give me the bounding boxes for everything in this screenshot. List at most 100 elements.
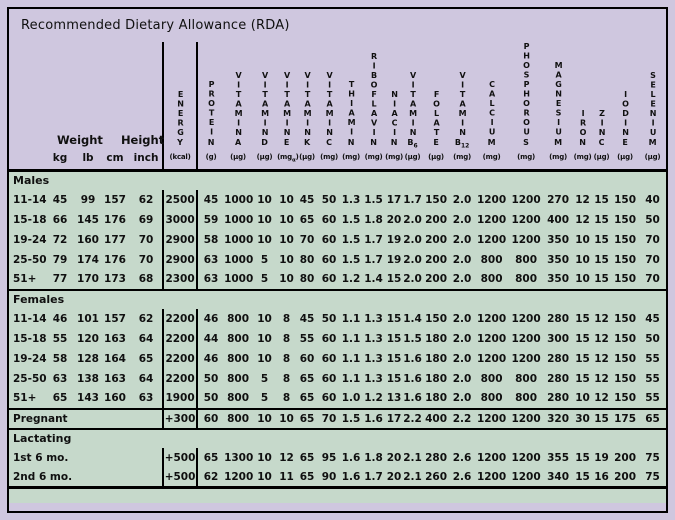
unit-riboflavin: (mg) bbox=[364, 152, 383, 161]
col-header-vitamin-b12: VITAMIN B12 bbox=[450, 42, 474, 150]
cell-lb: 143 bbox=[76, 388, 100, 409]
cell-iodine: 150 bbox=[611, 229, 640, 250]
cell-energy: 2900 bbox=[162, 229, 199, 250]
cell-lb: 170 bbox=[76, 269, 100, 290]
section-label: Lactating bbox=[9, 428, 666, 448]
cell-zinc: 12 bbox=[592, 368, 612, 389]
cell-folate: 200 bbox=[422, 269, 451, 290]
cell-vitamin-b6: 1.7 bbox=[403, 189, 423, 210]
cell-magnesium: 355 bbox=[543, 447, 574, 468]
cell-folate: 200 bbox=[422, 229, 451, 250]
cell-energy: 2300 bbox=[162, 269, 199, 290]
cell-iodine: 150 bbox=[611, 249, 640, 270]
cell-iodine: 200 bbox=[611, 447, 640, 468]
cell-vitamin-d: 10 bbox=[252, 229, 278, 250]
row-group: 25-50 bbox=[9, 368, 47, 389]
row-group: 25-50 bbox=[9, 249, 47, 270]
column-last-letter: M bbox=[554, 138, 563, 147]
cell-riboflavin: 1.6 bbox=[362, 408, 386, 429]
cell-vitamin-e: 8 bbox=[277, 388, 297, 409]
cell-riboflavin: 1.4 bbox=[362, 269, 386, 290]
column-letters: NIACI bbox=[390, 89, 400, 138]
cell-vitamin-k: 65 bbox=[296, 408, 319, 429]
col-header-vitamin-d: VITAMIN D bbox=[252, 42, 277, 148]
cell-protein: 65 bbox=[197, 447, 225, 468]
col-header-phosphorous: PHOSPHOROU S bbox=[509, 42, 543, 147]
cell-kg: 46 bbox=[44, 308, 76, 329]
cell-energy: +500 bbox=[162, 447, 199, 468]
col-header-vitamin-b6: VITAMIN B6 bbox=[403, 42, 422, 150]
cell-niacin: 17 bbox=[385, 408, 404, 429]
section-label-row: Lactating bbox=[9, 428, 666, 448]
column-letters: FOLAT bbox=[432, 89, 442, 138]
cell-vitamin-a: 1000 bbox=[224, 229, 253, 250]
cell-energy: 2200 bbox=[162, 368, 199, 389]
column-letters: ZIN bbox=[597, 108, 607, 138]
section-females: Females 11-14 46 101 157 62 2200 46 800 10 8 45 50 1.… bbox=[9, 289, 666, 409]
cell-selenium: 70 bbox=[639, 269, 666, 290]
cell-vitamin-c: 60 bbox=[318, 388, 341, 409]
table-row: 51+ 65 143 160 63 1900 50 800 5 8 65 60 1.0 1.2 13 1.6 1… bbox=[9, 388, 666, 409]
cell-iodine: 150 bbox=[611, 189, 640, 210]
cell-cm: 163 bbox=[100, 368, 130, 389]
cell-magnesium: 280 bbox=[543, 368, 574, 389]
cell-phosphorous: 1200 bbox=[509, 467, 544, 488]
cell-folate: 200 bbox=[422, 249, 451, 270]
column-letters: VITAMIN bbox=[282, 70, 292, 138]
cell-vitamin-e: 8 bbox=[277, 348, 297, 369]
cell-selenium: 45 bbox=[639, 308, 666, 329]
cell-vitamin-b6: 1.6 bbox=[403, 348, 423, 369]
table-row: 25-50 79 174 176 70 2900 63 1000 5 10 80 60 1.5 1.7 19… bbox=[9, 249, 666, 270]
cell-inch: 65 bbox=[130, 348, 164, 369]
cell-energy: +500 bbox=[162, 467, 199, 488]
cell-vitamin-e: 8 bbox=[277, 308, 297, 329]
lb-header: lb bbox=[82, 152, 94, 164]
cell-phosphorous: 800 bbox=[509, 249, 544, 270]
cell-vitamin-a: 1300 bbox=[224, 447, 253, 468]
cell-selenium: 50 bbox=[639, 328, 666, 349]
cell-vitamin-d: 10 bbox=[252, 308, 278, 329]
cell-kg: 79 bbox=[44, 249, 76, 270]
cell-riboflavin: 1.7 bbox=[362, 467, 386, 488]
col-header-energy: ENERG Y bbox=[162, 42, 199, 147]
cell-vitamin-e: 11 bbox=[277, 467, 297, 488]
cell-inch: 62 bbox=[130, 189, 164, 210]
cell-vitamin-a: 1000 bbox=[224, 249, 253, 270]
cell-vitamin-b6: 2.0 bbox=[403, 209, 423, 230]
cell-vitamin-e: 10 bbox=[277, 189, 297, 210]
cell-riboflavin: 1.3 bbox=[362, 368, 386, 389]
cell-selenium: 55 bbox=[639, 368, 666, 389]
unit-iodine: (µg) bbox=[617, 152, 633, 161]
cell-zinc: 12 bbox=[592, 388, 612, 409]
weight-height-labels: Weight Height bbox=[9, 133, 164, 147]
cell-calcium: 1200 bbox=[474, 408, 510, 429]
cell-vitamin-e: 8 bbox=[277, 328, 297, 349]
cell-calcium: 1200 bbox=[474, 328, 510, 349]
column-letters: PHOSPHOROU bbox=[522, 42, 532, 137]
cell-vitamin-b6: 2.1 bbox=[403, 467, 423, 488]
cell-thiamin: 1.6 bbox=[340, 467, 363, 488]
cell-vitamin-k: 70 bbox=[296, 229, 319, 250]
cell-selenium: 75 bbox=[639, 447, 666, 468]
column-last-letter: C bbox=[326, 138, 332, 147]
unit-selenium: (µg) bbox=[644, 152, 661, 161]
unit-vitamin-b12: (mg) bbox=[453, 152, 472, 161]
cell-riboflavin: 1.7 bbox=[362, 229, 386, 250]
cell-protein: 60 bbox=[197, 408, 225, 429]
cell-vitamin-c: 70 bbox=[318, 408, 341, 429]
col-header-protein: PROTEI N bbox=[197, 42, 224, 147]
cell-calcium: 800 bbox=[474, 388, 510, 409]
cell-vitamin-b12: 2.0 bbox=[450, 388, 475, 409]
cell-lb: 128 bbox=[76, 348, 100, 369]
kg-header: kg bbox=[52, 152, 68, 164]
column-letters: CALCIU bbox=[487, 80, 497, 137]
column-letters: VITAMIN bbox=[458, 70, 468, 138]
cell-niacin: 19 bbox=[385, 249, 404, 270]
column-letters: VITAMIN bbox=[325, 70, 335, 138]
table-footer bbox=[9, 486, 666, 503]
cell-vitamin-a: 800 bbox=[224, 368, 253, 389]
column-last-letter: B6 bbox=[407, 138, 418, 150]
cell-niacin: 15 bbox=[385, 328, 404, 349]
row-group: 2nd 6 mo. bbox=[9, 467, 72, 488]
unit-vitamin-b6: (µg) bbox=[404, 152, 421, 161]
